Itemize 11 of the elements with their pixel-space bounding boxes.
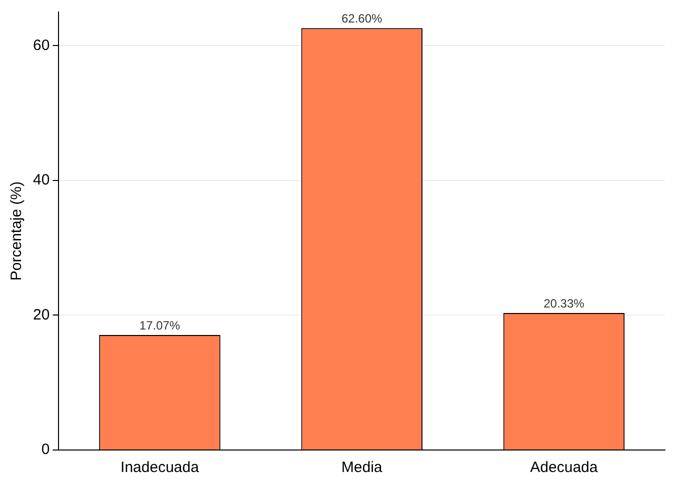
y-tick-label: 0 (41, 441, 50, 458)
data-label: 17.07% (139, 318, 180, 332)
x-tick-label: Adecuada (530, 459, 598, 476)
y-axis-title: Porcentaje (%) (8, 181, 26, 281)
x-tick-label: Inadecuada (120, 459, 200, 476)
data-label: 20.33% (544, 296, 585, 310)
y-tick-label: 60 (32, 36, 50, 54)
y-tick-label: 20 (32, 306, 50, 324)
data-label: 62.60% (341, 11, 383, 26)
y-tick-label: 40 (32, 172, 50, 189)
x-tick-label: Media (341, 459, 383, 476)
